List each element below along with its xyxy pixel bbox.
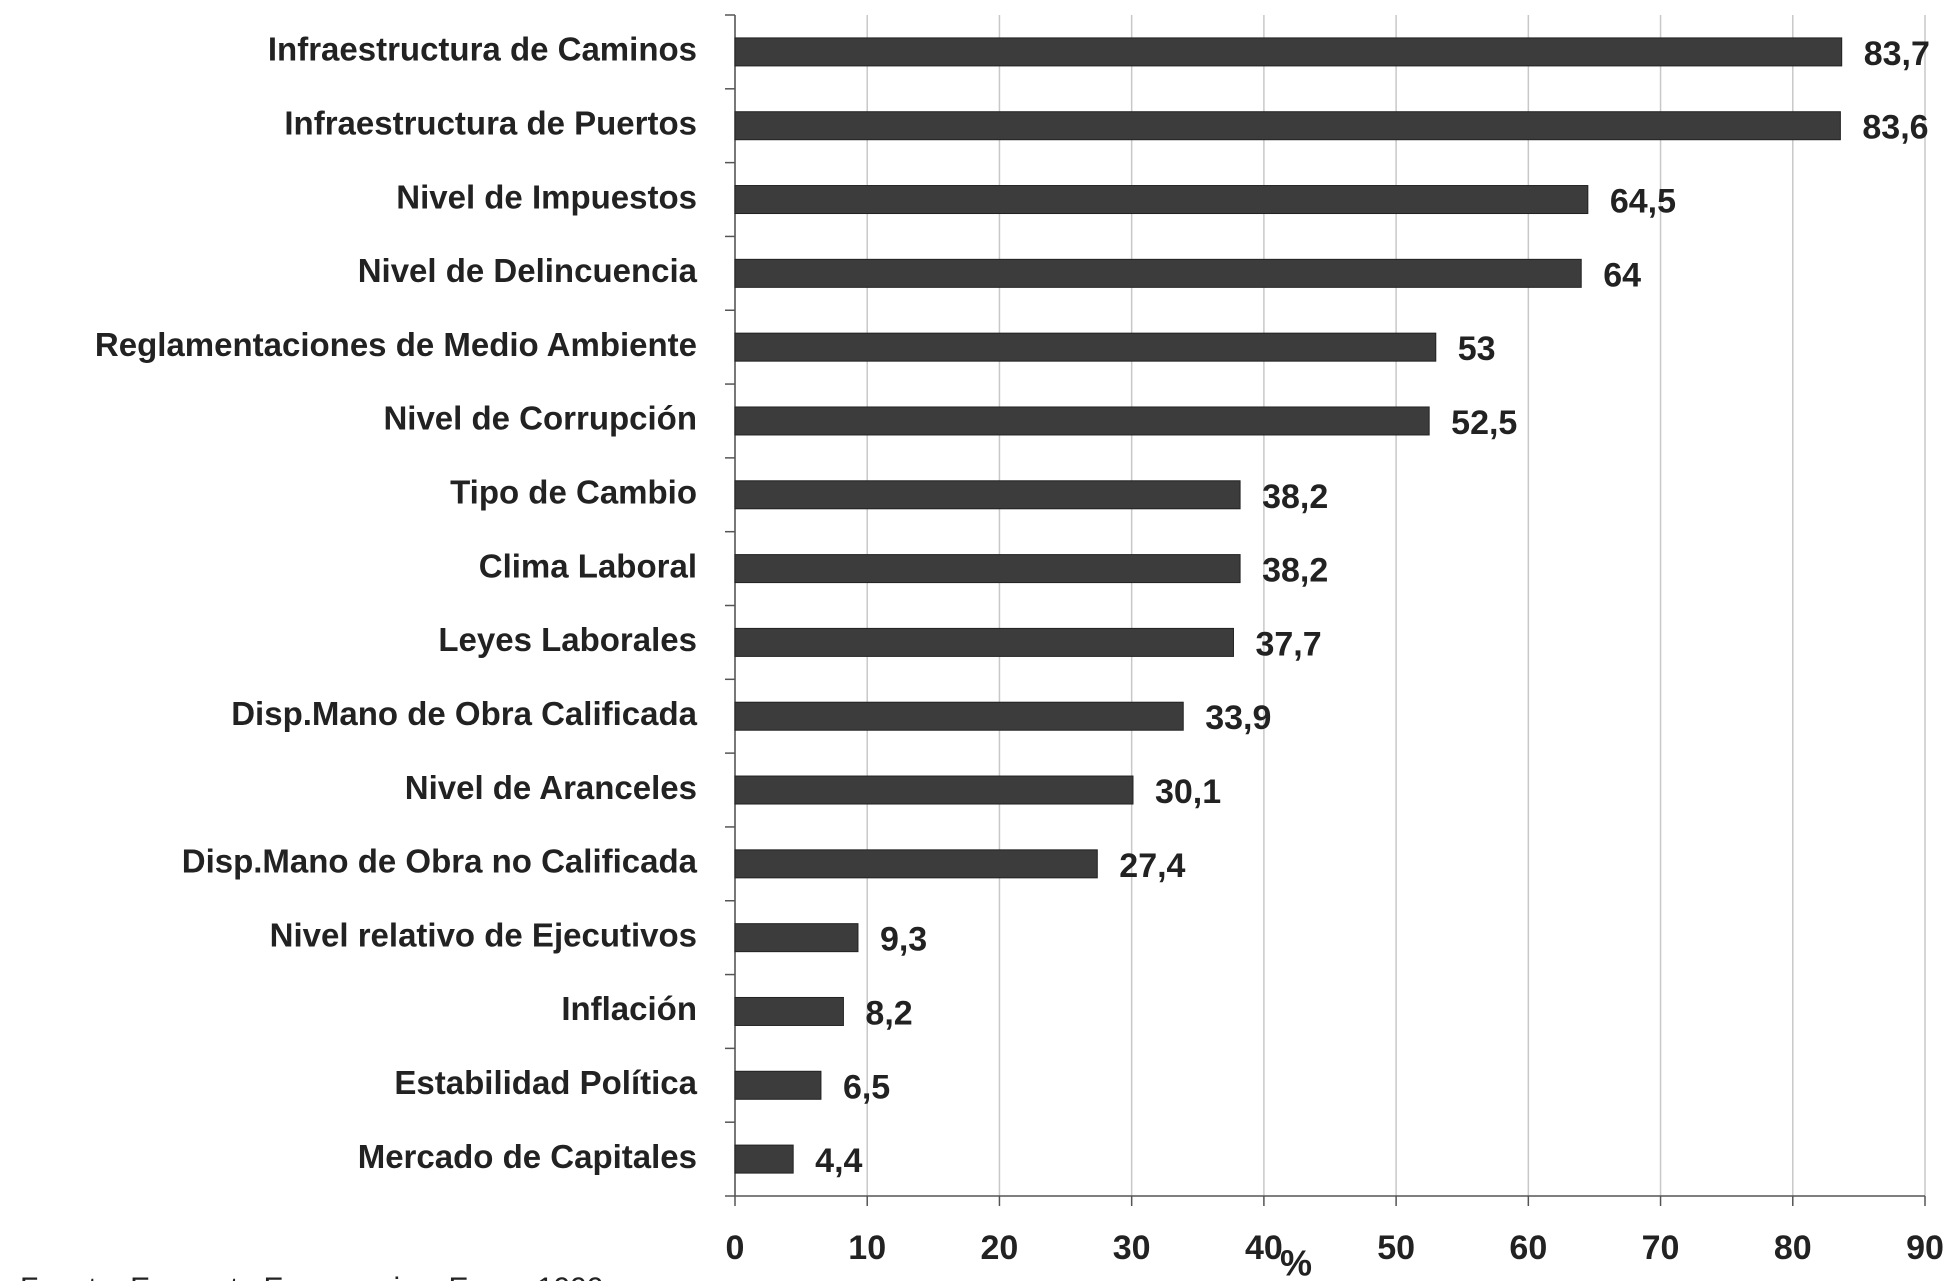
bar: [734, 627, 1234, 657]
x-tick-label: 0: [726, 1229, 745, 1267]
y-tick-label: Disp.Mano de Obra no Calificada: [182, 843, 698, 880]
x-tick-label: 60: [1509, 1229, 1547, 1267]
data-label: 27,4: [1119, 847, 1185, 885]
x-tick-label: 40: [1245, 1229, 1283, 1267]
bar: [734, 1144, 794, 1174]
data-label: 64: [1603, 256, 1641, 294]
data-label: 64,5: [1610, 183, 1676, 221]
x-tick-label: 30: [1113, 1229, 1151, 1267]
data-label: 8,2: [865, 994, 912, 1032]
y-tick-label: Nivel de Delincuencia: [358, 252, 698, 289]
y-tick-label: Estabilidad Política: [394, 1064, 697, 1101]
data-label: 38,2: [1262, 552, 1328, 590]
x-tick-label: 90: [1906, 1229, 1944, 1267]
bar: [734, 996, 844, 1026]
data-label: 83,6: [1862, 109, 1928, 147]
data-label: 83,7: [1864, 35, 1930, 73]
bar: [734, 332, 1437, 362]
bar: [734, 701, 1184, 731]
x-tick-label: 20: [981, 1229, 1019, 1267]
bar: [734, 923, 859, 953]
bar: [734, 111, 1841, 141]
bar: [734, 1070, 822, 1100]
bar: [734, 480, 1241, 510]
y-tick-label: Leyes Laborales: [438, 621, 697, 658]
data-label: 9,3: [880, 921, 927, 959]
y-tick-label: Nivel relativo de Ejecutivos: [270, 916, 697, 953]
x-tick-label: 10: [848, 1229, 886, 1267]
y-tick-label: Tipo de Cambio: [450, 474, 697, 511]
bar: [734, 775, 1134, 805]
y-tick-label: Infraestructura de Puertos: [284, 104, 697, 141]
y-tick-label: Inflación: [561, 990, 697, 1027]
bar: [734, 185, 1589, 215]
bar: [734, 554, 1241, 584]
y-tick-label: Infraestructura de Caminos: [268, 31, 697, 68]
data-label: 6,5: [843, 1068, 890, 1106]
bar: [734, 406, 1430, 436]
bar: [734, 849, 1098, 879]
source-note: Fuente: Encuesta Empresarios, Enero 1999: [20, 1272, 604, 1281]
data-label: 4,4: [815, 1142, 862, 1180]
y-tick-label: Nivel de Corrupción: [383, 400, 697, 437]
bar: [734, 37, 1843, 67]
y-tick-label: Disp.Mano de Obra Calificada: [231, 695, 697, 732]
x-tick-label: 70: [1642, 1229, 1680, 1267]
y-tick-label: Clima Laboral: [479, 547, 697, 584]
y-tick-label: Reglamentaciones de Medio Ambiente: [95, 326, 697, 363]
y-tick-label: Nivel de Impuestos: [396, 178, 697, 215]
data-label: 52,5: [1451, 404, 1517, 442]
data-label: 38,2: [1262, 478, 1328, 516]
y-tick-label: Nivel de Aranceles: [405, 769, 697, 806]
data-label: 30,1: [1155, 773, 1221, 811]
data-label: 53: [1458, 330, 1496, 368]
x-tick-label: 80: [1774, 1229, 1812, 1267]
x-tick-label: 50: [1377, 1229, 1415, 1267]
data-label: 37,7: [1255, 625, 1321, 663]
data-label: 33,9: [1205, 699, 1271, 737]
x-axis-label: %: [1280, 1243, 1312, 1281]
y-tick-label: Mercado de Capitales: [358, 1138, 697, 1175]
bar: [734, 258, 1582, 288]
